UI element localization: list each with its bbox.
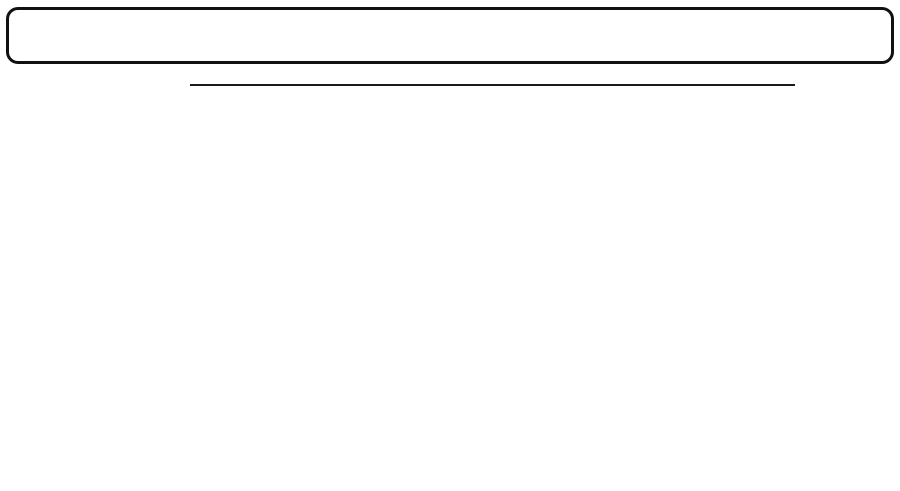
- cumulative-change-label: [5, 110, 100, 178]
- header-bar: [6, 7, 894, 64]
- cumulative-change-row: [0, 110, 900, 178]
- strength-scale: [0, 74, 900, 96]
- scale-line: [190, 84, 795, 86]
- currency-rank-cells: [100, 110, 900, 178]
